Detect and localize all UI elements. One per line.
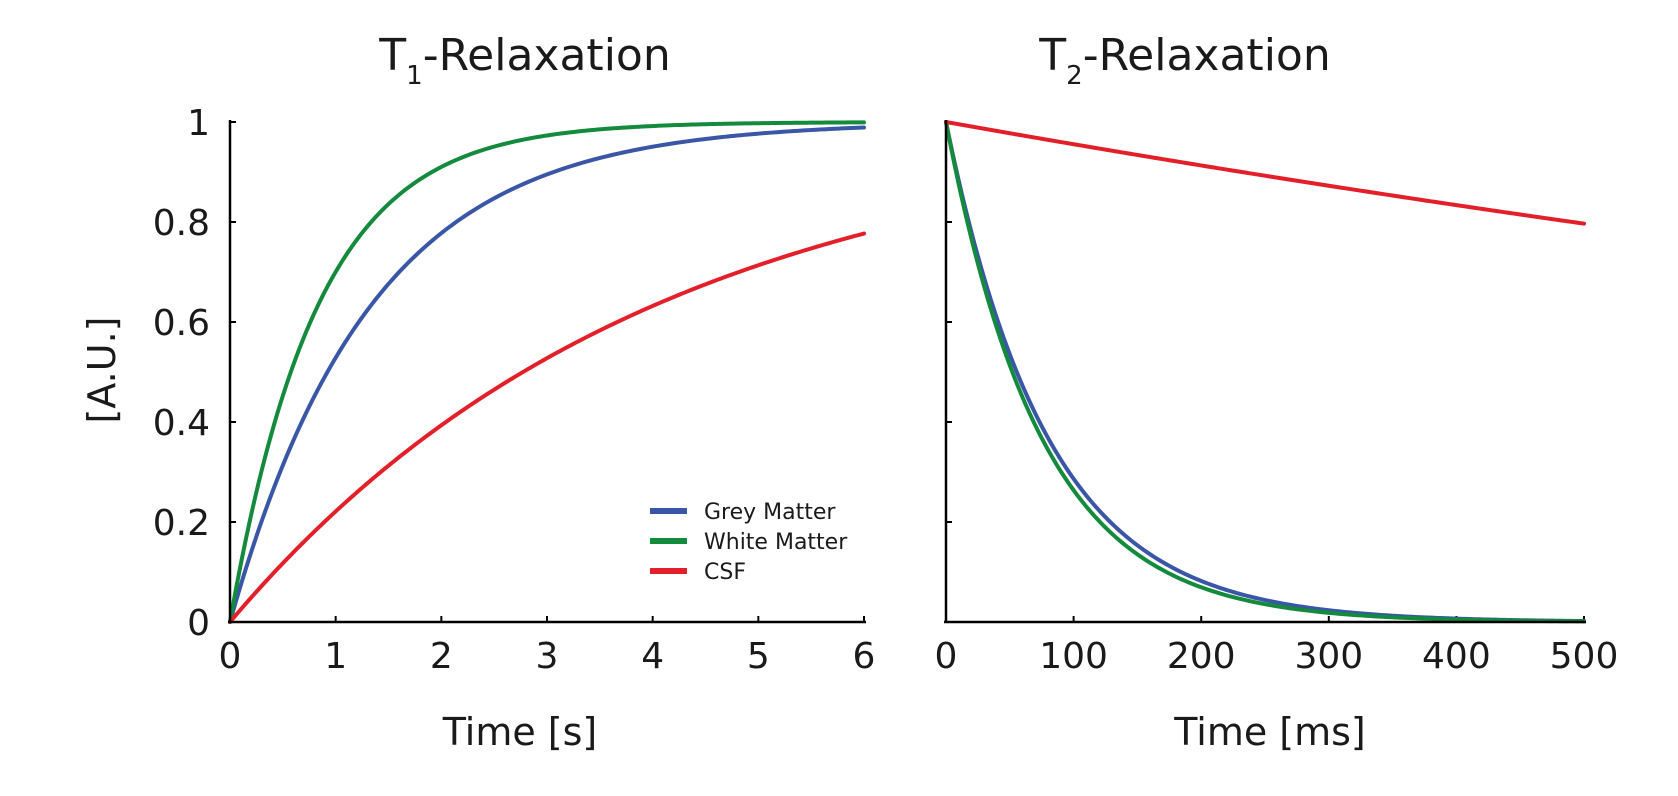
y-axis-label: [A.U.] <box>80 317 124 424</box>
x-axis-label: Time [ms] <box>1173 710 1366 754</box>
legend-item-csf: CSF <box>650 560 746 585</box>
x-tick-label: 200 <box>1167 636 1236 677</box>
x-tick-label: 400 <box>1422 636 1491 677</box>
series-line-csf <box>228 231 866 624</box>
y-tick-label: 0.8 <box>153 203 210 244</box>
y-axis-tick-labels: 0 0.2 0.4 0.6 0.8 1 <box>153 103 210 644</box>
y-tick-label: 0.2 <box>153 503 210 544</box>
y-tick-label: 0.4 <box>153 403 210 444</box>
x-axis-label: Time [s] <box>442 710 598 754</box>
x-tick-label: 5 <box>747 636 770 677</box>
x-tick-label: 6 <box>853 636 876 677</box>
legend-label-white-matter: White Matter <box>704 530 848 555</box>
x-tick-label: 500 <box>1550 636 1619 677</box>
t2-relaxation-chart: T2-Relaxation 0 100 200 300 400 500 Time [ms] <box>935 30 1619 754</box>
series-line-grey-matter <box>944 120 1586 624</box>
y-axis-ticks <box>945 121 1585 623</box>
legend-item-grey-matter: Grey Matter <box>650 500 836 525</box>
x-axis-tick-labels: 0 1 2 3 4 5 6 <box>219 636 876 677</box>
x-tick-label: 3 <box>536 636 559 677</box>
x-tick-label: 1 <box>324 636 347 677</box>
series-lines <box>228 120 866 624</box>
x-tick-label: 0 <box>935 636 958 677</box>
legend-item-white-matter: White Matter <box>650 530 848 555</box>
x-tick-label: 300 <box>1294 636 1363 677</box>
chart-title: T1-Relaxation <box>378 30 670 91</box>
series-line-grey-matter <box>228 125 866 624</box>
x-tick-label: 2 <box>430 636 453 677</box>
y-tick-label: 0 <box>187 603 210 644</box>
series-line-csf <box>944 120 1586 226</box>
chart-title: T2-Relaxation <box>1038 30 1330 91</box>
x-tick-label: 100 <box>1039 636 1108 677</box>
x-tick-label: 0 <box>219 636 242 677</box>
series-lines <box>944 120 1586 624</box>
legend-label-grey-matter: Grey Matter <box>704 500 836 525</box>
legend: Grey Matter White Matter CSF <box>650 500 848 585</box>
y-tick-label: 0.6 <box>153 303 210 344</box>
y-tick-label: 1 <box>187 103 210 144</box>
t1-relaxation-chart: T1-Relaxation 0 0.2 0.4 0.6 0.8 1 0 1 2 3 4 5 6 Tim… <box>80 30 875 754</box>
x-axis-tick-labels: 0 100 200 300 400 500 <box>935 636 1619 677</box>
series-line-white-matter <box>944 120 1586 624</box>
legend-label-csf: CSF <box>704 560 746 585</box>
series-line-white-matter <box>228 120 866 624</box>
x-tick-label: 4 <box>641 636 664 677</box>
